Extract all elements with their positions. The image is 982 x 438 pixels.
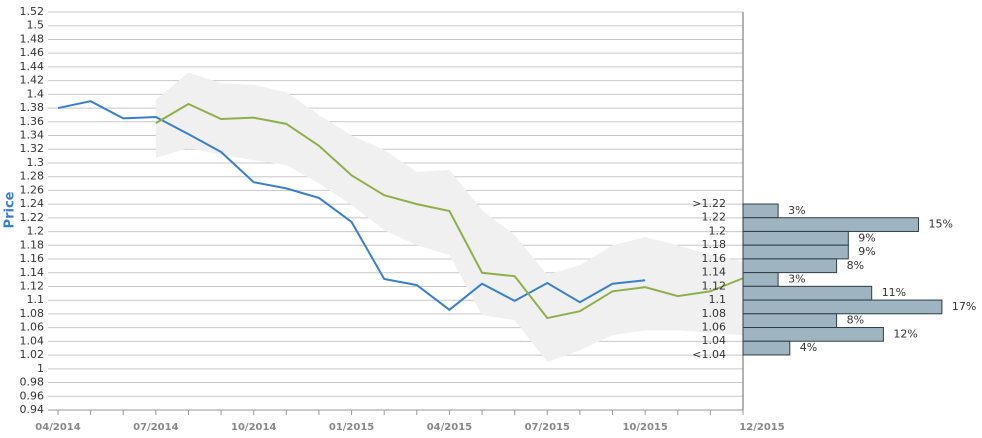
y-tick-label: 1.44 bbox=[20, 60, 45, 73]
bar bbox=[742, 299, 943, 315]
bar bbox=[742, 230, 849, 246]
bar-value-label: 3% bbox=[788, 272, 805, 285]
bar-value-label: 9% bbox=[858, 231, 875, 244]
y-tick-label: 1.3 bbox=[27, 156, 45, 169]
bin-label: 1.06 bbox=[702, 321, 727, 334]
bar bbox=[742, 272, 779, 287]
x-tick-label: 01/2015 bbox=[329, 422, 374, 433]
y-axis-label: Price bbox=[3, 191, 18, 228]
x-tick-label: 10/2014 bbox=[231, 422, 276, 433]
y-tick-label: 1.1 bbox=[27, 293, 45, 306]
bin-label: 1.04 bbox=[702, 334, 727, 347]
bin-label: 1.12 bbox=[702, 279, 727, 292]
y-tick-label: 1.34 bbox=[20, 129, 45, 142]
y-tick-label: 1.46 bbox=[20, 46, 45, 59]
y-tick-label: 1.02 bbox=[20, 348, 45, 361]
y-tick-label: 1.32 bbox=[20, 142, 45, 155]
bar-value-label: 12% bbox=[893, 327, 917, 340]
x-tick-label: 10/2015 bbox=[622, 422, 667, 433]
bar bbox=[742, 244, 849, 260]
bin-label: 1.1 bbox=[709, 293, 727, 306]
y-tick-label: 1.04 bbox=[20, 334, 45, 347]
bin-label: 1.08 bbox=[702, 307, 727, 320]
y-tick-label: 1.48 bbox=[20, 32, 45, 45]
y-tick-label: 1.24 bbox=[20, 197, 45, 210]
y-tick-label: 1.4 bbox=[27, 87, 45, 100]
bar bbox=[742, 313, 838, 329]
y-tick-label: 1.2 bbox=[27, 225, 45, 238]
bar bbox=[742, 203, 779, 219]
bar bbox=[742, 217, 919, 232]
x-tick-label: 04/2015 bbox=[427, 422, 472, 433]
y-tick-label: 1.36 bbox=[20, 115, 45, 128]
y-tick-label: 1.14 bbox=[20, 266, 45, 279]
bin-label: 1.2 bbox=[709, 224, 727, 237]
y-tick-label: 1.18 bbox=[20, 238, 45, 251]
bin-label: 1.14 bbox=[702, 266, 727, 279]
y-tick-label: 0.98 bbox=[20, 376, 45, 389]
y-tick-label: 1.5 bbox=[27, 19, 45, 32]
bar bbox=[742, 285, 873, 301]
x-tick-label: 07/2014 bbox=[133, 422, 178, 433]
bar-value-label: 17% bbox=[952, 300, 976, 313]
y-tick-label: 0.94 bbox=[20, 403, 45, 416]
line-series bbox=[57, 100, 646, 312]
bar-value-label: 11% bbox=[882, 286, 906, 299]
bar-value-label: 15% bbox=[929, 218, 953, 231]
y-tick-label: 1.52 bbox=[20, 5, 45, 18]
y-tick-label: 1.28 bbox=[20, 170, 45, 183]
forecast-band bbox=[155, 72, 743, 362]
y-tick-label: 1.38 bbox=[20, 101, 45, 114]
y-tick-label: 1.26 bbox=[20, 183, 45, 196]
x-tick-label: 04/2014 bbox=[35, 422, 80, 433]
y-tick-label: 0.96 bbox=[20, 389, 45, 402]
bin-label: 1.22 bbox=[702, 211, 727, 224]
line-series bbox=[155, 102, 744, 320]
bar bbox=[742, 327, 884, 342]
y-tick-label: 1.42 bbox=[20, 74, 45, 87]
bin-label: <1.04 bbox=[692, 348, 726, 361]
bar-value-label: 8% bbox=[847, 259, 864, 272]
x-tick-label: 12/2015 bbox=[739, 422, 784, 433]
bin-label: >1.22 bbox=[692, 197, 726, 210]
bin-label: 1.16 bbox=[702, 252, 727, 265]
y-tick-label: 1.12 bbox=[20, 279, 45, 292]
x-tick-label: 07/2015 bbox=[525, 422, 570, 433]
y-tick-label: 1.22 bbox=[20, 211, 45, 224]
bin-label: 1.18 bbox=[702, 238, 727, 251]
bar bbox=[742, 258, 838, 274]
bar-value-label: 9% bbox=[858, 245, 875, 258]
bar-value-label: 8% bbox=[847, 314, 864, 327]
bar-value-label: 3% bbox=[788, 204, 805, 217]
bar-value-label: 4% bbox=[800, 341, 817, 354]
y-tick-label: 1.06 bbox=[20, 321, 45, 334]
y-tick-label: 1.08 bbox=[20, 307, 45, 320]
y-tick-label: 1 bbox=[37, 362, 44, 375]
y-tick-label: 1.16 bbox=[20, 252, 45, 265]
bar bbox=[742, 340, 791, 356]
